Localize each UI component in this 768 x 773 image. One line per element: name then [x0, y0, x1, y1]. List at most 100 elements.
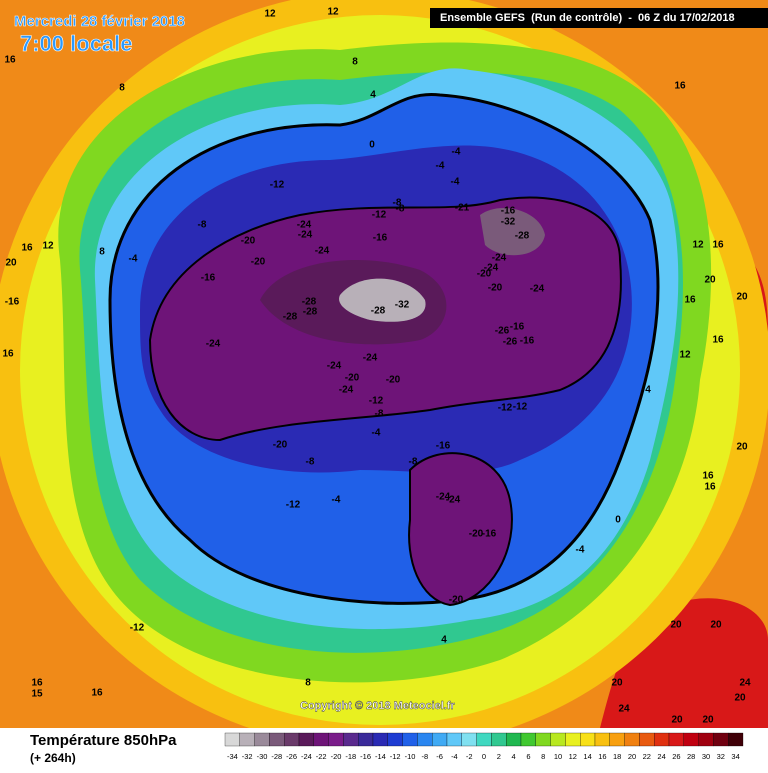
contour-label: -24 [363, 353, 378, 364]
contour-label: 20 [736, 442, 748, 453]
contour-label: -20 [273, 440, 288, 451]
contour-label: 8 [119, 83, 125, 94]
colorbar-tick-label: 4 [512, 752, 516, 761]
colorbar-swatch [313, 732, 329, 747]
contour-label: -20 [251, 257, 266, 268]
colorbar-swatch [713, 732, 729, 747]
date: Mercredi 28 février 2018 [14, 13, 185, 30]
colorbar-tick-label: -28 [271, 752, 282, 761]
colorbar-swatch [476, 732, 492, 747]
copyright: Copyright © 2018 Meteociel.fr [300, 700, 456, 712]
contour-label: 20 [736, 292, 748, 303]
colorbar-tick-label: -24 [301, 752, 312, 761]
contour-label: 20 [704, 275, 716, 286]
colorbar-tick-label: -18 [345, 752, 356, 761]
contour-label: -8 [409, 457, 418, 468]
colorbar-swatch [520, 732, 536, 747]
colorbar-swatch [284, 732, 300, 747]
colorbar-swatch [224, 732, 240, 747]
contour-label: -4 [576, 545, 585, 556]
colorbar-tick-label: -12 [390, 752, 401, 761]
contour-label: -12 [372, 210, 387, 221]
contour-label: 16 [674, 81, 686, 92]
colorbar-tick-label: -20 [331, 752, 342, 761]
contour-label: 12 [264, 9, 276, 20]
contour-label: 8 [99, 247, 105, 258]
colorbar-tick-label: 10 [554, 752, 562, 761]
contour-label: -26 [495, 326, 510, 337]
contour-label: -4 [372, 428, 381, 439]
colorbar-swatch [491, 732, 507, 747]
colorbar-swatch [269, 732, 285, 747]
contour-label: -12 [369, 396, 384, 407]
contour-label: -4 [451, 177, 460, 188]
colorbar-swatch [683, 732, 699, 747]
contour-label: 16 [684, 295, 696, 306]
colorbar-swatch [298, 732, 314, 747]
contour-labels: -12-8-20-24-24-20-16-24-28-28-28-28-32-2… [2, 7, 751, 726]
contour-label: -20 [241, 236, 256, 247]
footer-subtitle: (+ 264h) [30, 751, 76, 765]
contour-label: 24 [618, 704, 630, 715]
colorbar-tick-label: -14 [375, 752, 386, 761]
colorbar-tick-label: -4 [451, 752, 458, 761]
contour-label: -16 [510, 322, 525, 333]
contour-label: -12 [270, 180, 285, 191]
contour-label: -16 [5, 297, 20, 308]
contour-label: 16 [704, 482, 716, 493]
colorbar-swatch [446, 732, 462, 747]
colorbar-tick-label: 8 [541, 752, 545, 761]
contour-label: 4 [370, 90, 376, 101]
contour-label: -28 [283, 312, 298, 323]
contour-label: -12 [286, 500, 301, 511]
contour-label: -28 [302, 297, 317, 308]
colorbar-tick-label: 6 [526, 752, 530, 761]
colorbar-tick-label: -16 [360, 752, 371, 761]
colorbar-tick-label: 34 [731, 752, 739, 761]
colorbar-tick-label: 16 [598, 752, 606, 761]
area-minus-28 [480, 207, 545, 256]
colorbar-tick-label: 30 [702, 752, 710, 761]
contour-label: -4 [436, 161, 445, 172]
contour-label: 16 [712, 335, 724, 346]
colorbar-swatch [594, 732, 610, 747]
contour-label: 16 [4, 55, 16, 66]
colorbar-swatch [668, 732, 684, 747]
contour-label: -8 [306, 457, 315, 468]
colorbar-tick-label: 26 [672, 752, 680, 761]
colorbar-tick-label: -6 [436, 752, 443, 761]
contour-label: -12 [498, 403, 513, 414]
contour-label: -24 [327, 361, 342, 372]
colorbar-swatch [550, 732, 566, 747]
contour-label: 20 [734, 693, 746, 704]
contour-label: -24 [446, 495, 461, 506]
contour-label: -24 [484, 263, 499, 274]
contour-label: -20 [386, 375, 401, 386]
contour-label: -16 [201, 273, 216, 284]
colorbar-tick-label: 28 [687, 752, 695, 761]
contour-label: 16 [91, 688, 103, 699]
contour-label: 16 [2, 349, 14, 360]
contour-label: -16 [482, 529, 497, 540]
colorbar: -34 -32 -30 -28 -26 -24 -22 -20 -18 -16 -14 -12 -10-… [224, 732, 744, 761]
contour-label: 20 [702, 715, 714, 726]
colorbar-tick-label: 24 [657, 752, 665, 761]
contour-label: -24 [492, 253, 507, 264]
contour-label: -24 [339, 385, 354, 396]
contour-label: 16 [702, 471, 714, 482]
map [0, 0, 768, 750]
colorbar-swatch [506, 732, 522, 747]
colorbar-tick-label: 2 [497, 752, 501, 761]
contour-label: -28 [371, 306, 386, 317]
colorbar-swatch [432, 732, 448, 747]
colorbar-tick-label: -22 [316, 752, 327, 761]
footer-title: Température 850hPa [30, 732, 177, 749]
contour-label: -20 [345, 373, 360, 384]
contour-label: -24 [298, 230, 313, 241]
time: 7:00 locale [20, 31, 133, 56]
colorbar-tick-label: -34 [227, 752, 238, 761]
contour-label: 15 [31, 689, 43, 700]
colorbar-tick-label: -10 [405, 752, 416, 761]
contour-label: -8 [198, 220, 207, 231]
